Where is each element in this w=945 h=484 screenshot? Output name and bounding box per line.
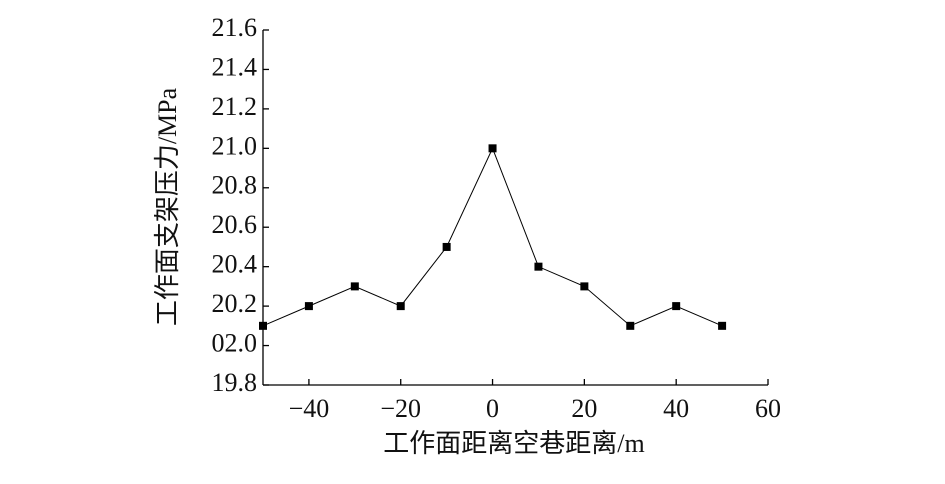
point — [580, 282, 589, 291]
x-tick-label: 20 — [571, 394, 597, 423]
point — [672, 302, 681, 311]
point — [488, 144, 497, 153]
point — [718, 321, 727, 330]
y-tick-label: 20.4 — [212, 250, 258, 279]
point — [626, 321, 635, 330]
x-tick-label: 60 — [755, 394, 781, 423]
x-tick-label: −40 — [289, 394, 330, 423]
series-line — [262, 147, 723, 327]
y-axis-label: 工作面支架压力/MPa — [153, 87, 182, 326]
point — [534, 262, 543, 271]
point — [304, 302, 313, 311]
point — [396, 302, 405, 311]
x-tick-label: 0 — [486, 394, 499, 423]
point — [442, 242, 451, 251]
y-tick-label: 21.6 — [212, 13, 258, 42]
y-tick-label: 19.8 — [212, 368, 258, 397]
y-tick-label: 20.8 — [212, 171, 258, 200]
y-tick-label: 20.6 — [212, 210, 258, 239]
x-tick-label: −20 — [380, 394, 421, 423]
x-tick-label: 40 — [663, 394, 689, 423]
y-tick-label: 21.2 — [212, 92, 258, 121]
x-axis-label: 工作面距离空巷距离/m — [383, 429, 644, 458]
y-tick-label: 02.0 — [212, 329, 258, 358]
y-tick-label: 21.0 — [212, 131, 258, 160]
y-tick-label: 20.2 — [212, 289, 258, 318]
y-tick-label: 21.4 — [212, 52, 258, 81]
point — [350, 282, 359, 291]
point — [259, 321, 267, 330]
